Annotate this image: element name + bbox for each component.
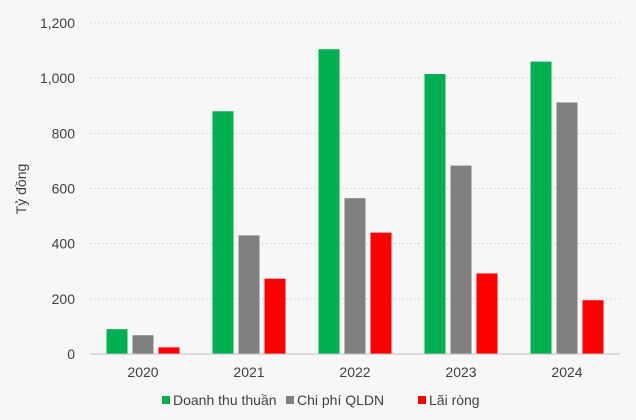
bar-1-4 xyxy=(556,102,578,354)
x-tick-label: 2023 xyxy=(445,364,476,380)
y-tick-label: 800 xyxy=(52,125,76,141)
y-tick-label: 600 xyxy=(52,181,76,197)
bar-2-0 xyxy=(158,347,180,354)
bar-2-3 xyxy=(476,273,498,354)
bar-1-1 xyxy=(238,235,260,354)
legend-label: Doanh thu thuần xyxy=(173,392,277,408)
bar-0-3 xyxy=(424,74,446,354)
bar-1-0 xyxy=(132,335,154,354)
x-axis-ticks: 2020 2021 2022 2023 2024 xyxy=(127,364,582,380)
bar-2-4 xyxy=(582,300,604,354)
bar-0-4 xyxy=(530,61,552,354)
bar-2-1 xyxy=(264,278,286,354)
y-tick-label: 400 xyxy=(52,236,76,252)
bar-0-1 xyxy=(212,111,234,355)
bar-0-2 xyxy=(318,49,340,355)
y-axis-label: Tỷ đồng xyxy=(13,164,29,215)
y-tick-label: 0 xyxy=(67,346,75,362)
bar-1-2 xyxy=(344,198,366,354)
legend: Doanh thu thuần Chi phí QLDN Lãi ròng xyxy=(162,392,480,408)
x-tick-label: 2020 xyxy=(127,364,158,380)
x-tick-label: 2024 xyxy=(551,364,582,380)
x-tick-label: 2021 xyxy=(233,364,264,380)
bar-0-0 xyxy=(106,329,128,354)
bar-2-2 xyxy=(370,232,392,354)
x-tick-label: 2022 xyxy=(339,364,370,380)
legend-label: Lãi ròng xyxy=(429,392,480,408)
bars xyxy=(106,49,604,355)
bar-1-3 xyxy=(450,165,472,354)
legend-swatch xyxy=(286,396,294,404)
legend-swatch xyxy=(418,396,426,404)
y-axis-ticks: 0 200 400 600 800 1,000 1,200 xyxy=(40,15,75,362)
y-tick-label: 200 xyxy=(52,291,76,307)
legend-swatch xyxy=(162,396,170,404)
legend-label: Chi phí QLDN xyxy=(297,392,384,408)
y-tick-label: 1,200 xyxy=(40,15,75,31)
y-tick-label: 1,000 xyxy=(40,70,75,86)
